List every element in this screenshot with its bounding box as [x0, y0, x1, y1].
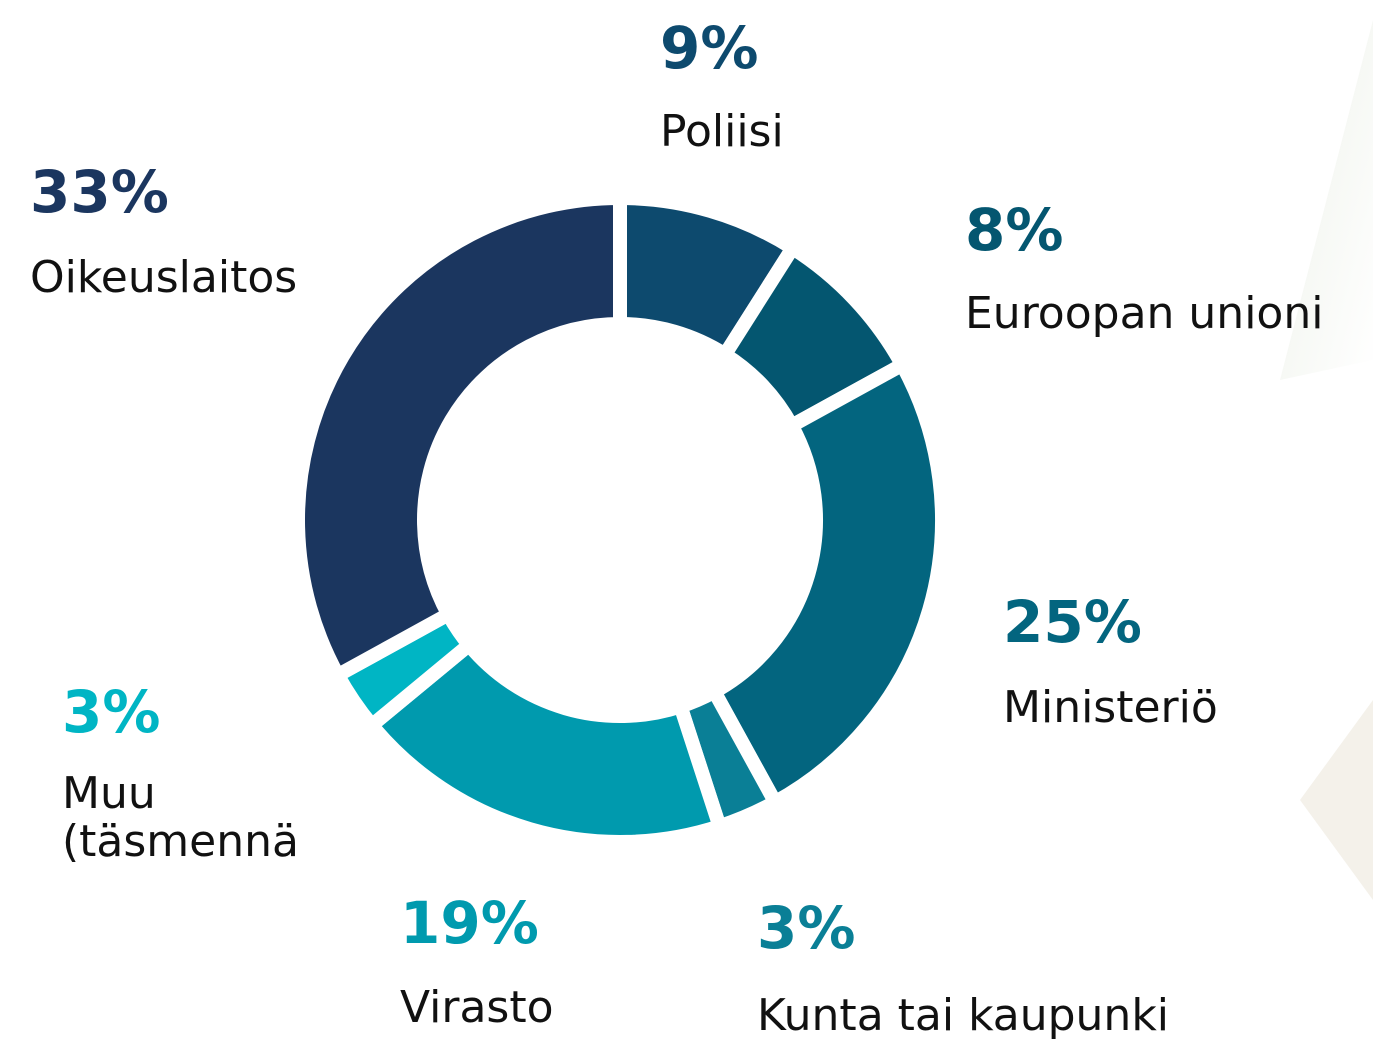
value-label: 3%: [62, 678, 160, 746]
donut-slice: [362, 635, 729, 849]
category-label: Euroopan unioni: [965, 288, 1323, 339]
value-label: 3%: [757, 894, 855, 962]
value-label: 33%: [30, 158, 169, 226]
category-label: Oikeuslaitos: [30, 252, 297, 303]
category-label: Muu (täsmennä): [62, 770, 302, 868]
category-label: Ministeriö: [1003, 682, 1218, 733]
donut-slice: [704, 355, 949, 812]
donut-slice: [291, 190, 627, 685]
background-shape: [1280, 20, 1373, 380]
value-label: 8%: [965, 196, 1063, 264]
value-label: 19%: [400, 889, 539, 957]
background-shape: [1300, 700, 1373, 900]
category-label-box: Muu (täsmennä): [62, 770, 302, 868]
category-label: Kunta tai kaupunki: [757, 990, 1169, 1041]
category-label: Virasto: [400, 982, 554, 1033]
value-label: 25%: [1003, 588, 1142, 656]
value-label: 9%: [660, 14, 758, 82]
category-label: Poliisi: [660, 106, 784, 157]
